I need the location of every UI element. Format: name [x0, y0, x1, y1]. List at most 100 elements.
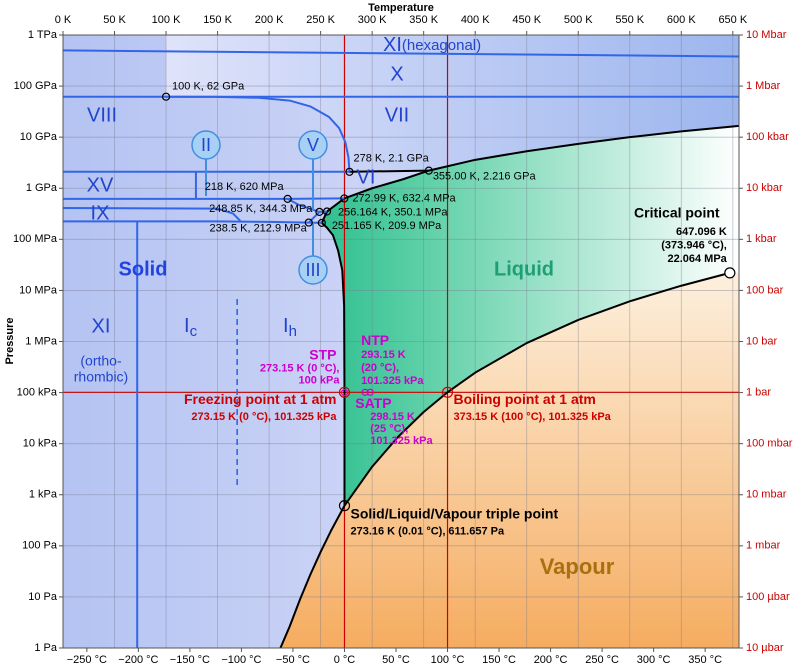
point-title: Solid/Liquid/Vapour triple point	[350, 505, 558, 521]
x2-tick-label: −50 °C	[276, 654, 310, 666]
region-label: IX	[91, 202, 110, 224]
region-label: h	[289, 323, 297, 340]
point	[340, 194, 349, 203]
point-label: 373.15 K (100 °C), 101.325 kPa	[454, 411, 612, 423]
point-label: 355.00 K, 2.216 GPa	[433, 171, 537, 183]
x2-tick-label: −250 °C	[67, 654, 107, 666]
region-label: III	[305, 260, 320, 280]
y-tick-label: 100 MPa	[13, 233, 58, 245]
point	[340, 388, 349, 397]
x-tick-label: 600 K	[667, 14, 696, 26]
point-label: 238.5 K, 212.9 MPa	[210, 222, 308, 234]
region-label: c	[190, 323, 198, 340]
point-title: Boiling point at 1 atm	[454, 391, 596, 407]
point-label: 298.15 K	[370, 411, 415, 423]
point-title: SATP	[355, 395, 391, 411]
liquid-fill	[321, 125, 739, 506]
point-label: 218 K, 620 MPa	[205, 181, 285, 193]
x2-tick-label: 200 °C	[534, 654, 568, 666]
region-labels: XI(hexagonal) X VIII VII II V VI XV IX I…	[74, 34, 615, 579]
y2-tick-label: 10 mbar	[746, 489, 787, 501]
point	[338, 500, 351, 512]
y-tick-label: 1 TPa	[28, 29, 58, 41]
vapour-fill	[280, 272, 739, 648]
phase-boundary	[63, 207, 241, 222]
region-label: Liquid	[494, 258, 554, 280]
region-label: XI	[383, 34, 402, 56]
y2-tick-label: 100 kbar	[746, 131, 789, 143]
boundaries	[63, 35, 739, 648]
point-label: 273.16 K (0.01 °C), 611.657 Pa	[350, 526, 504, 538]
y2-tick-label: 10 kbar	[746, 182, 783, 194]
y2-tick-label: 1 Mbar	[746, 80, 781, 92]
region-label: Solid	[119, 258, 168, 280]
region-label: II	[201, 135, 211, 155]
point	[283, 194, 292, 203]
point-title: Freezing point at 1 atm	[184, 391, 336, 407]
point-label: 100 kPa	[298, 374, 340, 386]
y2-tick-label: 100 µbar	[746, 591, 790, 603]
point-title: NTP	[361, 332, 389, 348]
point-label: 22.064 MPa	[667, 253, 727, 265]
point	[304, 218, 313, 227]
region-label: I	[184, 315, 190, 337]
x-tick-label: 0 K	[55, 14, 72, 26]
region-label: (ortho-	[80, 353, 122, 369]
phase-boundary	[63, 220, 309, 224]
x-tick-label: 550 K	[615, 14, 644, 26]
phase-boundary	[279, 505, 346, 648]
point-label: 278 K, 2.1 GPa	[353, 153, 429, 165]
point-title: STP	[309, 346, 336, 362]
y2-tick-label: 1 bar	[746, 386, 771, 398]
region-label: I	[283, 315, 289, 337]
region-label: VII	[385, 104, 409, 126]
point-title: Critical point	[634, 205, 720, 221]
y-axis-title: Pressure	[4, 317, 16, 364]
y-tick-label: 10 GPa	[20, 131, 58, 143]
y2-tick-label: 10 µbar	[746, 642, 784, 654]
x-tick-label: 500 K	[564, 14, 593, 26]
callouts	[191, 130, 328, 285]
y2-tick-label: 1 mbar	[746, 540, 781, 552]
high-pressure-fill	[166, 35, 739, 172]
point	[441, 386, 454, 398]
point-label: (373.946 °C),	[661, 239, 727, 251]
x2-tick-label: 350 °C	[688, 654, 722, 666]
x2-tick-label: 50 °C	[382, 654, 410, 666]
region-label: XI(hexagonal)	[383, 34, 481, 56]
y2-tick-label: 1 kbar	[746, 233, 777, 245]
point	[338, 386, 351, 398]
region-label: VI	[357, 166, 376, 188]
region-label: XI	[92, 315, 111, 337]
grid	[62, 34, 739, 649]
x2-tick-label: 0 °C	[334, 654, 356, 666]
point-label: 248.85 K, 344.3 MPa	[209, 203, 313, 215]
phase-boundary	[321, 222, 346, 506]
x-tick-label: 650 K	[718, 14, 747, 26]
region-label: X	[390, 63, 403, 85]
point-label: 100 K, 62 GPa	[172, 81, 245, 93]
point	[322, 207, 332, 216]
region-label: Ih	[283, 315, 297, 340]
phase-boundary	[308, 211, 321, 224]
phase-boundary	[349, 169, 429, 173]
x-tick-label: 350 K	[409, 14, 438, 26]
point	[366, 388, 374, 396]
point	[361, 388, 369, 396]
x2-tick-label: 300 °C	[637, 654, 671, 666]
x2-tick-label: 250 °C	[585, 654, 619, 666]
x-axis-title: Temperature	[368, 2, 434, 14]
y2-tick-label: 10 bar	[746, 335, 778, 347]
point	[317, 218, 326, 227]
y-tick-label: 100 kPa	[17, 386, 58, 398]
y-tick-label: 1 kPa	[29, 489, 58, 501]
bubble	[191, 130, 221, 160]
point	[724, 267, 736, 279]
point-label: 256.164 K, 350.1 MPa	[338, 206, 448, 218]
y2-tick-label: 10 Mbar	[746, 29, 787, 41]
x-tick-label: 300 K	[358, 14, 387, 26]
point-label: 273.15 K (0 °C), 101.325 kPa	[191, 411, 337, 423]
x2-tick-label: −150 °C	[170, 654, 210, 666]
point-label: 101.325 kPa	[370, 435, 433, 447]
x2-tick-label: 150 °C	[482, 654, 516, 666]
